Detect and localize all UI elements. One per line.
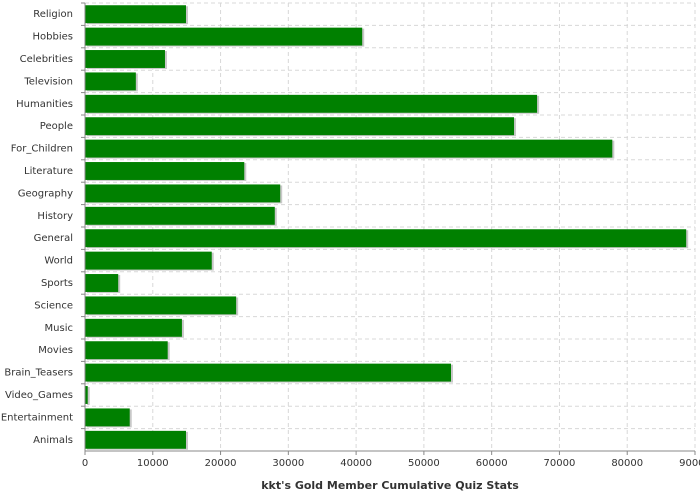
bar: [85, 386, 88, 404]
y-tick-label: Movies: [38, 345, 73, 356]
y-tick-label: History: [37, 211, 73, 222]
x-tick-label: 80000: [611, 458, 643, 469]
bar: [85, 184, 281, 203]
x-tick-label: 0: [82, 458, 88, 469]
bar: [85, 363, 451, 382]
bar: [85, 162, 245, 180]
x-tick-label: 40000: [340, 458, 372, 469]
bar: [85, 229, 687, 248]
bar: [85, 274, 119, 292]
y-tick-label: Humanities: [16, 99, 73, 110]
bar: [85, 50, 165, 68]
y-tick-label: Brain_Teasers: [4, 368, 73, 379]
x-tick-label: 70000: [544, 458, 576, 469]
y-tick-label: Video_Games: [5, 390, 73, 401]
y-tick-label: Religion: [33, 9, 73, 20]
y-tick-label: Literature: [24, 166, 73, 177]
y-tick-label: People: [40, 121, 73, 132]
bar-shadow: [87, 387, 90, 405]
y-tick-label: Entertainment: [1, 412, 73, 423]
y-tick-label: General: [34, 233, 73, 244]
y-tick-label: Science: [34, 300, 73, 311]
x-tick-label: 90000: [679, 458, 700, 469]
bar: [85, 251, 212, 270]
x-tick-label: 20000: [205, 458, 237, 469]
bar: [85, 27, 363, 46]
bar: [85, 408, 130, 427]
x-tick-label: 10000: [137, 458, 169, 469]
x-tick-label: 50000: [408, 458, 440, 469]
y-tick-label: Animals: [33, 435, 73, 446]
y-tick-label: Music: [45, 323, 73, 334]
y-tick-label: World: [44, 256, 73, 267]
bar: [85, 139, 613, 158]
bar: [85, 318, 182, 337]
y-tick-label: Hobbies: [33, 32, 73, 43]
bar: [85, 430, 186, 449]
y-tick-label: Television: [23, 76, 73, 87]
y-tick-label: Sports: [41, 278, 73, 289]
bar: [85, 72, 136, 91]
x-tick-label: 60000: [476, 458, 508, 469]
y-tick-label: Celebrities: [20, 54, 73, 65]
bar: [85, 341, 168, 360]
bar: [85, 5, 186, 24]
y-tick-label: For_Children: [11, 144, 73, 155]
bar: [85, 206, 275, 225]
bar: [85, 117, 515, 136]
y-tick-label: Geography: [18, 188, 73, 199]
bar: [85, 94, 538, 113]
bar: [85, 296, 237, 315]
x-axis-label: kkt's Gold Member Cumulative Quiz Stats: [261, 479, 519, 492]
x-tick-label: 30000: [272, 458, 304, 469]
